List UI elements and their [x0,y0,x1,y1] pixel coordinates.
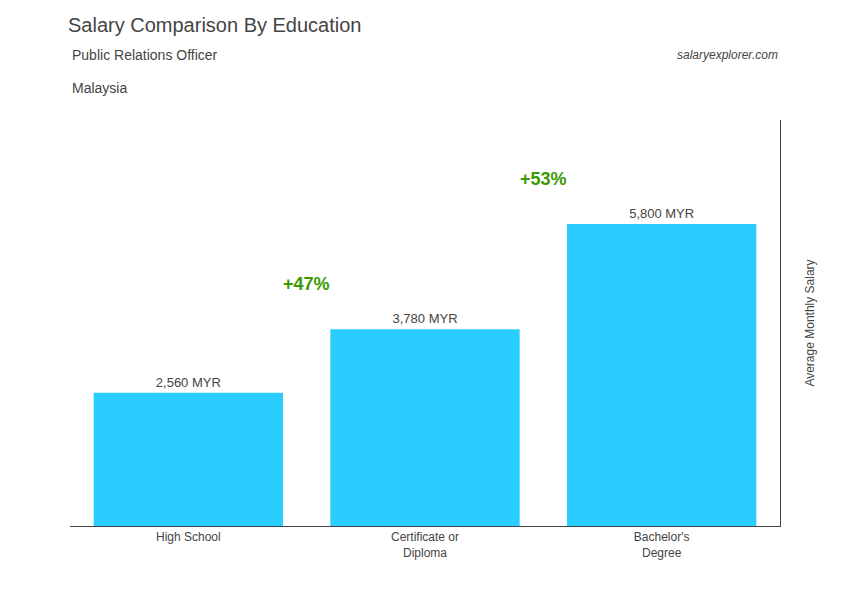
svg-text:Average Monthly Salary: Average Monthly Salary [803,259,817,386]
svg-text:Certificate orDiploma: Certificate orDiploma [391,530,459,560]
svg-text:5,800 MYR: 5,800 MYR [629,206,694,221]
svg-text:+47%: +47% [283,274,330,294]
svg-text:salaryexplorer.com: salaryexplorer.com [677,48,778,62]
svg-text:2,560 MYR: 2,560 MYR [156,375,221,390]
svg-text:High School: High School [156,530,221,544]
svg-text:3,780 MYR: 3,780 MYR [392,311,457,326]
svg-text:Malaysia: Malaysia [72,80,127,96]
svg-text:+53%: +53% [520,169,567,189]
svg-text:Salary Comparison By Education: Salary Comparison By Education [68,14,361,36]
svg-text:Public Relations Officer: Public Relations Officer [72,47,218,63]
svg-text:Bachelor'sDegree: Bachelor'sDegree [634,530,690,560]
